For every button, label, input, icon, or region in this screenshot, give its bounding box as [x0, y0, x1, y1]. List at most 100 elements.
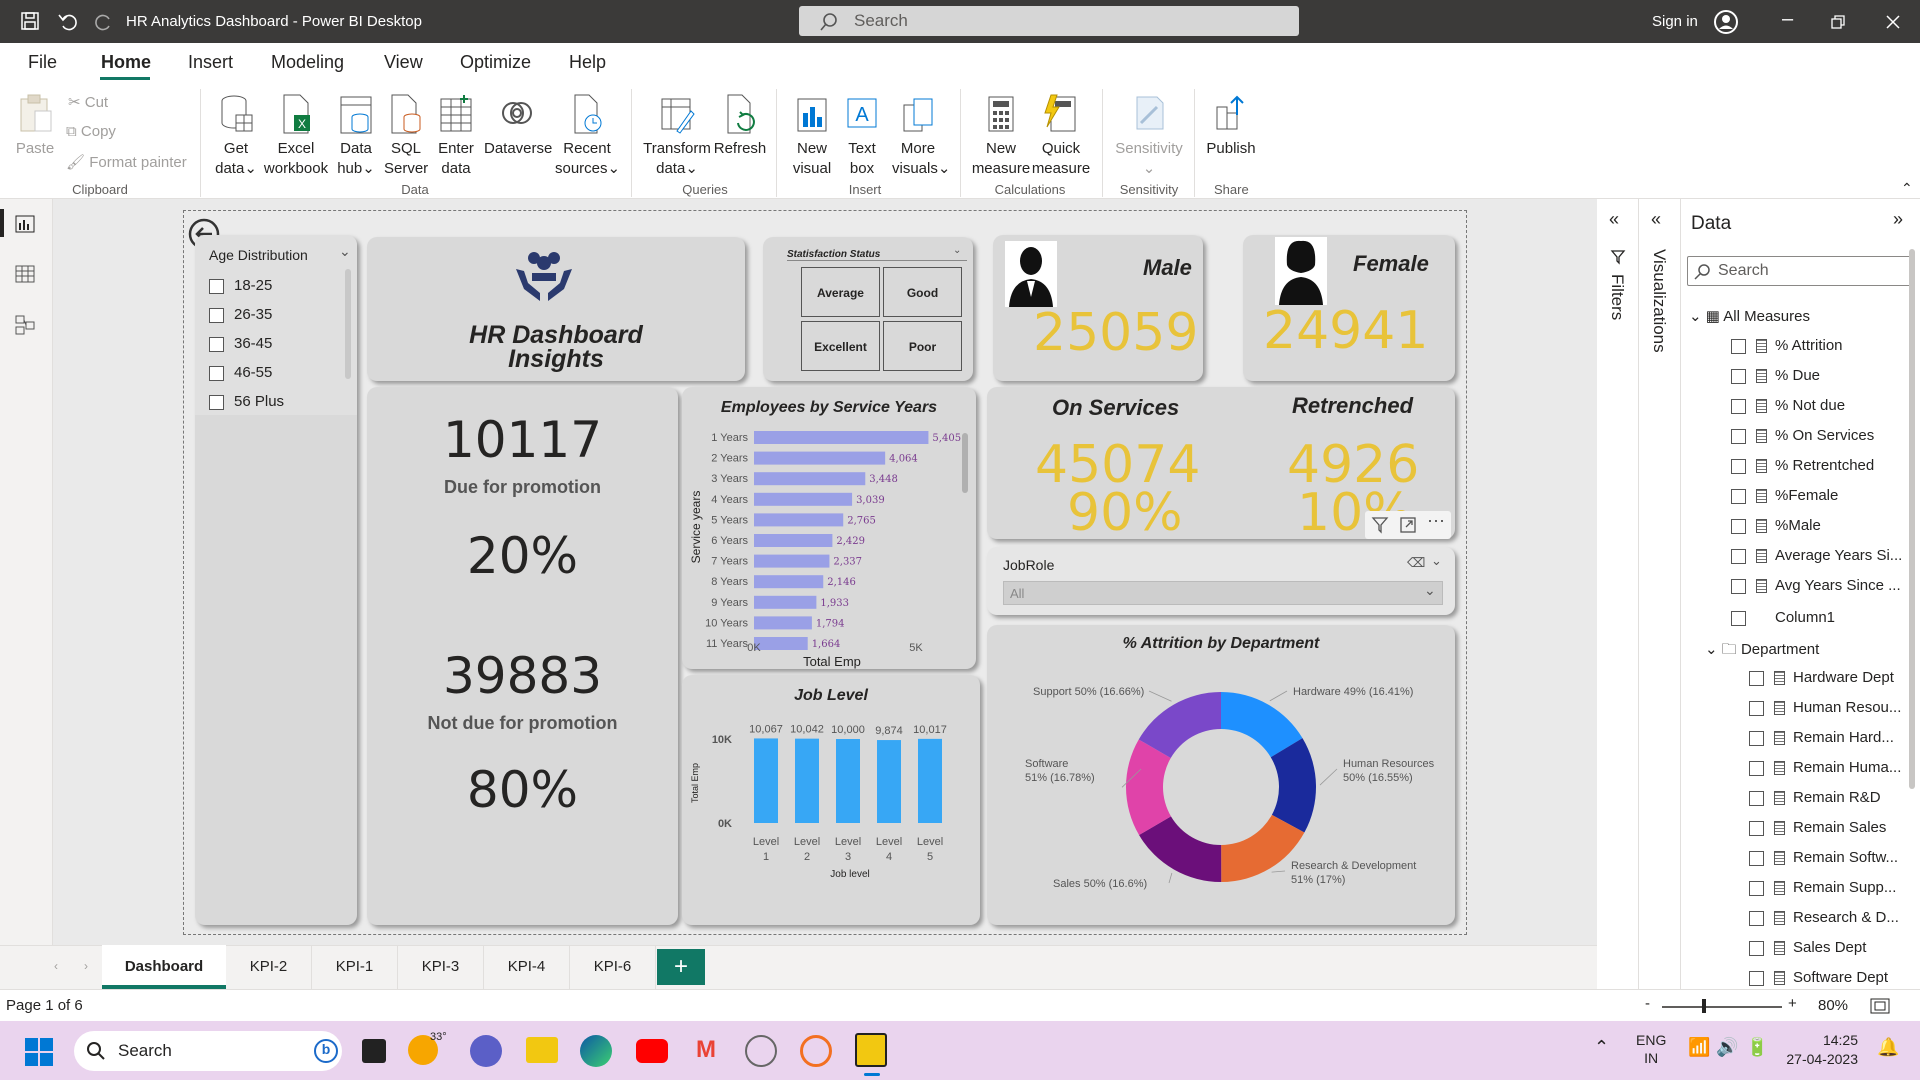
checkbox[interactable] — [209, 365, 224, 381]
fit-to-page-icon[interactable] — [1870, 998, 1890, 1014]
windows-start-icon[interactable] — [24, 1037, 54, 1067]
age-option-36-45[interactable]: 36-45 — [209, 335, 272, 352]
save-icon[interactable] — [20, 11, 42, 31]
department-field[interactable]: Remain Huma... — [1749, 759, 1901, 776]
app-orange-icon[interactable] — [800, 1035, 832, 1067]
checkbox[interactable] — [209, 278, 224, 294]
measure-field[interactable]: % Not due — [1731, 397, 1845, 414]
menu-view[interactable]: View — [384, 52, 423, 72]
format-painter-button[interactable]: 🖌 Format painter — [66, 154, 187, 171]
model-view-icon[interactable] — [15, 315, 35, 335]
task-view-icon[interactable] — [362, 1039, 386, 1063]
chevron-up-icon[interactable]: ⌃ — [1594, 1037, 1610, 1057]
age-option-56-plus[interactable]: 56 Plus — [209, 393, 284, 410]
checkbox[interactable] — [1731, 610, 1746, 626]
quick-measure-button[interactable]: Quick measure — [1030, 93, 1092, 179]
menu-file[interactable]: File — [28, 52, 58, 72]
checkbox[interactable] — [1749, 670, 1764, 686]
account-icon[interactable] — [1713, 9, 1739, 35]
department-field[interactable]: Software Dept — [1749, 969, 1888, 986]
department-field[interactable]: Remain Hard... — [1749, 729, 1894, 746]
checkbox[interactable] — [1731, 338, 1746, 354]
checkbox[interactable] — [1749, 850, 1764, 866]
menu-modeling[interactable]: Modeling — [271, 52, 345, 72]
tab-kpi-3[interactable]: KPI-3 — [398, 945, 484, 989]
collapse-ribbon-icon[interactable]: ⌃ — [1901, 180, 1913, 196]
taskbar-search[interactable]: Search b — [74, 1031, 342, 1071]
expand-icon[interactable]: « — [1609, 209, 1620, 229]
focus-mode-icon[interactable] — [1399, 516, 1417, 534]
all-measures-table[interactable]: ⌄ ▦ All Measures — [1689, 307, 1810, 325]
tab-kpi-4[interactable]: KPI-4 — [484, 945, 570, 989]
measure-field[interactable]: %Female — [1731, 487, 1838, 504]
checkbox[interactable] — [1749, 940, 1764, 956]
new-measure-button[interactable]: New measure — [970, 93, 1032, 179]
checkbox[interactable] — [209, 336, 224, 352]
get-data-button[interactable]: Get data⌄ — [212, 93, 260, 179]
checkbox[interactable] — [1731, 368, 1746, 384]
measure-field[interactable]: % On Services — [1731, 427, 1874, 444]
age-option-18-25[interactable]: 18-25 — [209, 277, 272, 294]
bing-icon[interactable]: b — [314, 1039, 338, 1063]
clock[interactable]: 14:25 27-04-2023 — [1770, 1031, 1858, 1069]
chevron-right-icon[interactable]: › — [84, 959, 88, 973]
zoom-out-button[interactable]: - — [1645, 995, 1650, 1012]
close-button[interactable] — [1886, 15, 1900, 29]
gmail-icon[interactable]: M — [696, 1036, 716, 1063]
table-view-icon[interactable] — [15, 265, 35, 283]
sensitivity-button[interactable]: Sensitivity ⌄ — [1112, 93, 1186, 179]
expand-icon[interactable]: « — [1651, 209, 1662, 229]
visualizations-pane-collapsed[interactable]: « Visualizations — [1639, 199, 1681, 989]
tab-kpi-1[interactable]: KPI-1 — [312, 945, 398, 989]
checkbox[interactable] — [209, 307, 224, 323]
tab-dashboard[interactable]: Dashboard — [102, 945, 226, 989]
zoom-in-button[interactable]: + — [1788, 995, 1797, 1012]
search-box[interactable]: Search — [799, 6, 1299, 36]
age-option-26-35[interactable]: 26-35 — [209, 306, 272, 323]
zoom-slider-thumb[interactable] — [1702, 999, 1706, 1013]
add-page-button[interactable]: + — [657, 949, 705, 985]
restore-button[interactable] — [1831, 15, 1845, 29]
department-field[interactable]: Sales Dept — [1749, 939, 1866, 956]
checkbox[interactable] — [1749, 760, 1764, 776]
sql-server-button[interactable]: SQL Server — [384, 93, 428, 179]
menu-help[interactable]: Help — [569, 52, 607, 72]
edge-browser-icon[interactable] — [580, 1035, 612, 1067]
tab-kpi-6[interactable]: KPI-6 — [570, 945, 656, 989]
measure-field[interactable]: % Retrentched — [1731, 457, 1874, 474]
chevron-down-icon[interactable]: ⌄ — [339, 243, 351, 259]
new-visual-button[interactable]: New visual — [788, 93, 836, 179]
filter-icon[interactable] — [1371, 516, 1389, 534]
checkbox[interactable] — [1731, 518, 1746, 534]
youtube-icon[interactable] — [636, 1039, 668, 1063]
age-option-46-55[interactable]: 46-55 — [209, 364, 272, 381]
department-field[interactable]: Remain R&D — [1749, 789, 1881, 806]
tab-kpi-2[interactable]: KPI-2 — [226, 945, 312, 989]
department-field[interactable]: Remain Supp... — [1749, 879, 1896, 896]
measure-field[interactable]: % Attrition — [1731, 337, 1843, 354]
volume-icon[interactable]: 🔊 — [1716, 1037, 1739, 1057]
undo-icon[interactable] — [57, 11, 79, 31]
department-field[interactable]: Remain Sales — [1749, 819, 1886, 836]
excel-workbook-button[interactable]: X Excel workbook — [261, 93, 331, 179]
checkbox[interactable] — [1749, 970, 1764, 986]
weather-icon[interactable] — [408, 1035, 438, 1065]
department-field[interactable]: Research & D... — [1749, 909, 1899, 926]
satisfaction-good-button[interactable]: Good — [883, 267, 962, 317]
cut-button[interactable]: ✂ Cut — [68, 94, 109, 111]
chart-scrollbar[interactable] — [962, 433, 968, 493]
data-search-input[interactable]: Search — [1687, 256, 1912, 286]
checkbox[interactable] — [1731, 428, 1746, 444]
chevron-down-icon[interactable]: ⌄ — [1431, 553, 1442, 568]
satisfaction-average-button[interactable]: Average — [801, 267, 880, 317]
chevron-down-icon[interactable]: ⌄ — [953, 245, 962, 256]
measure-field[interactable]: %Male — [1731, 517, 1821, 534]
menu-home[interactable]: Home — [101, 52, 152, 72]
recent-sources-button[interactable]: Recent sources⌄ — [555, 93, 620, 179]
measure-field[interactable]: % Due — [1731, 367, 1820, 384]
checkbox[interactable] — [1749, 730, 1764, 746]
checkbox[interactable] — [1731, 548, 1746, 564]
jobrole-dropdown[interactable]: All ⌄ — [1003, 581, 1443, 605]
menu-optimize[interactable]: Optimize — [460, 52, 532, 72]
redo-icon[interactable] — [95, 11, 117, 31]
